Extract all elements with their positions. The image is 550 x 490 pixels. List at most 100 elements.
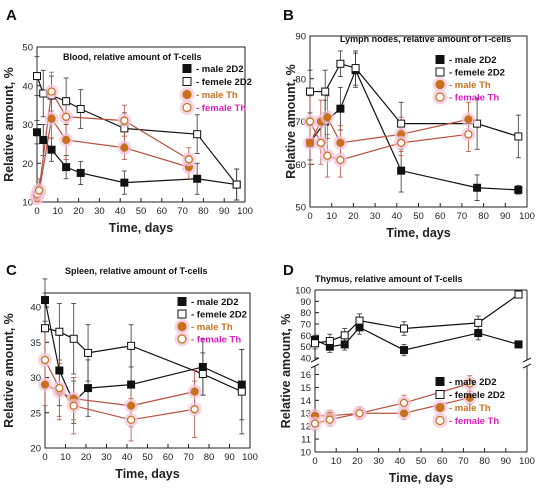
y-tick-label: 11 (301, 435, 311, 446)
panel-letter: D (283, 262, 294, 279)
panel-title: Lymph nodes, relative amount of T-cells (340, 34, 511, 44)
x-tick-label: 0 (307, 211, 312, 222)
data-point (397, 119, 406, 128)
data-point (127, 380, 136, 389)
data-point (310, 419, 320, 428)
legend-marker (435, 55, 445, 64)
data-point (325, 415, 334, 424)
data-point (198, 370, 207, 379)
legend-label: - male Th (449, 80, 491, 91)
y-tick-label: 15 (300, 383, 311, 394)
x-tick-label: 60 (163, 452, 174, 463)
legend-marker (177, 321, 187, 332)
x-tick-label: 0 (312, 456, 317, 467)
x-tick-label: 50 (416, 456, 427, 467)
x-tick-label: 90 (500, 211, 511, 222)
x-tick-label: 60 (435, 211, 446, 222)
x-tick-label: 40 (392, 211, 403, 222)
x-tick-label: 70 (183, 452, 194, 463)
data-point (84, 348, 93, 357)
y-tick-label: 90 (300, 297, 311, 308)
x-tick-label: 40 (122, 452, 133, 463)
data-point (514, 340, 523, 349)
data-point (305, 138, 315, 147)
data-point (127, 415, 136, 424)
panel-letter: C (6, 262, 17, 279)
data-point (69, 334, 78, 343)
panel-c: C Spleen, relative amount of T-cells 20 25 3… (2, 262, 258, 481)
legend-marker (182, 64, 192, 73)
legend-marker (177, 309, 187, 319)
x-tick-label: 90 (219, 206, 230, 217)
x-tick-label: 10 (326, 211, 337, 222)
x-tick-label: 90 (501, 456, 512, 467)
legend-label: - male 2D2 (449, 55, 497, 66)
data-point (340, 331, 349, 340)
x-tick-label: 60 (437, 456, 448, 467)
x-tick-label: 80 (478, 211, 489, 222)
data-point (336, 138, 345, 147)
data-point (355, 323, 364, 332)
x-axis-title: Time, days (389, 471, 453, 485)
data-point (514, 290, 523, 299)
legend-label: - male 2D2 (191, 297, 239, 308)
legend-label: - femele 2D2 (196, 77, 252, 88)
y-axis-title: Relative amount, % (2, 67, 16, 182)
data-point (465, 393, 474, 402)
data-point (127, 401, 136, 410)
data-point (39, 136, 48, 144)
y-tick-label: 90 (295, 32, 306, 43)
y-tick-label: 80 (295, 74, 306, 85)
data-point (316, 138, 325, 147)
data-point (76, 168, 85, 177)
y-tick-label: 80 (300, 308, 311, 319)
y-tick-label: 40 (300, 354, 311, 365)
data-point (306, 87, 314, 96)
y-tick-label: 50 (300, 342, 311, 353)
legend-marker (435, 377, 445, 386)
data-point (47, 87, 56, 96)
data-point (323, 113, 332, 122)
data-point (336, 104, 345, 113)
axis-break-mark (310, 363, 320, 369)
x-tick-label: 40 (395, 456, 406, 467)
x-tick-label: 50 (413, 211, 424, 222)
data-point (41, 296, 49, 305)
legend-label: - female Th (449, 93, 499, 104)
series-markers-2 (303, 110, 476, 150)
x-tick-label: 20 (81, 452, 92, 463)
legend-marker (435, 402, 445, 413)
x-tick-label: 100 (237, 206, 253, 217)
data-point (55, 366, 64, 375)
y-tick-label: 60 (300, 331, 311, 342)
data-point (76, 105, 85, 113)
panel-title: Blood, relative amount of T-cells (63, 52, 202, 62)
axis-break-mark (522, 363, 532, 369)
data-point (62, 97, 71, 106)
y-tick-label: 20 (22, 159, 33, 170)
data-point (311, 339, 319, 348)
x-tick-label: 50 (136, 206, 147, 217)
x-tick-label: 30 (101, 452, 112, 463)
legend-marker (435, 415, 445, 426)
series-markers-1 (306, 59, 523, 141)
y-tick-label: 40 (22, 81, 33, 92)
legend: - male 2D2 - femele 2D2 - male Th - female … (179, 64, 252, 115)
data-point (355, 409, 364, 418)
data-point (397, 166, 406, 175)
x-tick-label: 70 (457, 211, 468, 222)
data-point (336, 155, 345, 165)
x-tick-label: 70 (458, 456, 469, 467)
x-tick-label: 30 (370, 211, 381, 222)
data-point (40, 380, 50, 389)
data-point (193, 174, 202, 183)
panel-a: A Blood, relative amount of T-cells 10 20 30… (2, 7, 253, 235)
x-tick-label: 20 (352, 456, 363, 467)
panel-d: D Thymus, relative amount of T-cells40506… (279, 262, 535, 485)
legend-label: - female Th (196, 103, 246, 114)
data-point (84, 384, 93, 393)
legend-label: - female Th (191, 335, 241, 346)
data-point (321, 87, 330, 96)
data-point (305, 117, 315, 126)
